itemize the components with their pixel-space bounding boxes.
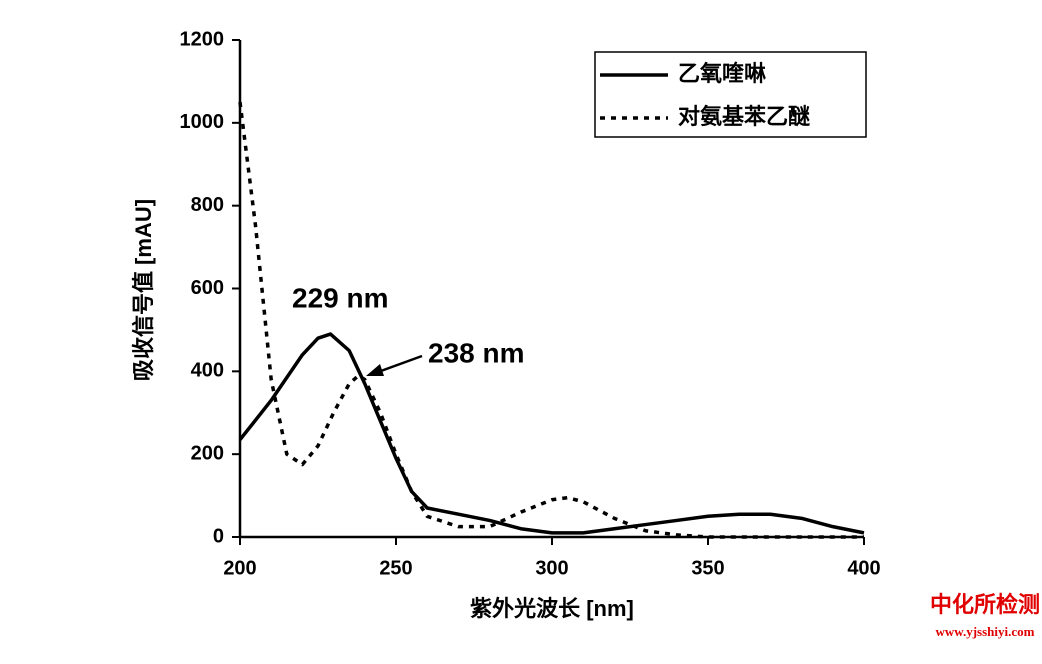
y-axis-label: 吸收信号值 [mAU]: [131, 199, 156, 381]
x-tick-label: 200: [223, 557, 256, 579]
y-tick-label: 200: [191, 442, 224, 464]
annotation-arrowhead: [366, 364, 384, 376]
y-tick-label: 0: [213, 525, 224, 547]
watermark-url: www.yjsshiyi.com: [936, 624, 1035, 639]
annotation: 238 nm: [428, 337, 525, 368]
y-tick-label: 800: [191, 194, 224, 216]
annotation-arrow: [377, 354, 423, 374]
x-tick-label: 400: [847, 557, 880, 579]
x-tick-label: 300: [535, 557, 568, 579]
watermark-title: 中化所检测: [930, 592, 1040, 617]
y-tick-label: 1200: [180, 28, 225, 50]
annotation: 229 nm: [292, 282, 389, 313]
y-tick-label: 600: [191, 277, 224, 299]
x-axis-label: 紫外光波长 [nm]: [470, 596, 634, 621]
legend-label: 乙氧喹啉: [678, 61, 766, 86]
x-tick-label: 250: [379, 557, 412, 579]
line-series: [238, 332, 865, 535]
y-tick-label: 400: [191, 360, 224, 382]
y-tick-label: 1000: [180, 111, 225, 133]
x-tick-label: 350: [691, 557, 724, 579]
legend-label: 对氨基苯乙醚: [678, 104, 810, 129]
legend-box: [594, 51, 867, 138]
line-series: [238, 101, 864, 539]
